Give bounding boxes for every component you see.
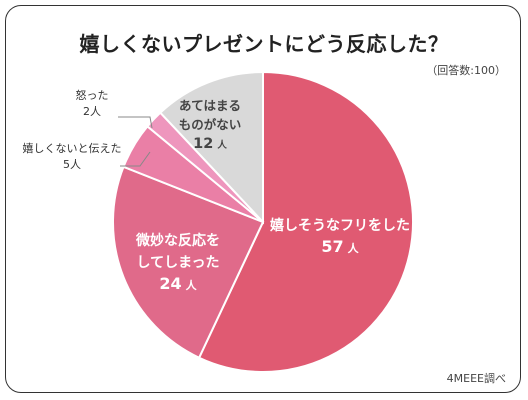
chart-title: 嬉しくないプレゼントにどう反応した？ (79, 32, 449, 56)
pie-slice-5 (158, 70, 264, 225)
slice-label-1: 嬉しそうなフリをした 57 人 (270, 217, 410, 256)
slice-label-5: あてはまるものがない 12 人 (179, 98, 242, 152)
pie-slice-1 (197, 70, 414, 373)
slice-label-4: 怒った 2人 (76, 88, 109, 118)
slice-label-2: 微妙な反応をしてしまった 24 人 (135, 232, 220, 293)
response-count-note: （回答数:100） (426, 64, 506, 77)
slice-label-3: 嬉しくないと伝えた 5人 (23, 141, 122, 171)
pie-slice-2 (112, 165, 265, 360)
leader-line-4 (118, 116, 153, 129)
leader-line-3 (120, 151, 151, 167)
source-credit: 4MEEE調べ (446, 372, 506, 385)
